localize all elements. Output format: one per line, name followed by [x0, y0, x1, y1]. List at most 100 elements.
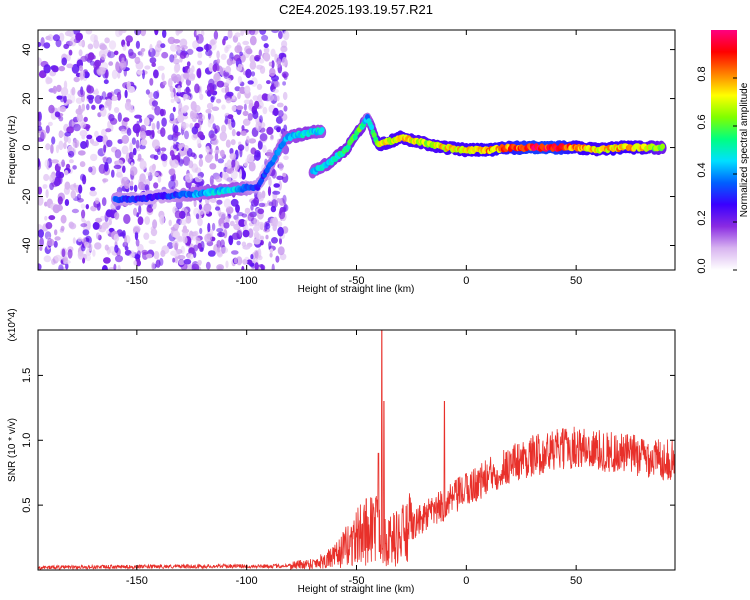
heatmap-speckle [86, 85, 95, 94]
heatmap-speckle [111, 95, 118, 101]
heatmap-ridge-cell [369, 124, 375, 131]
heatmap-speckle [73, 182, 77, 188]
heatmap-speckle [153, 69, 159, 79]
heatmap-x-axis: -150 -100 -50 0 50 [126, 30, 582, 287]
heatmap-speckle [156, 120, 160, 130]
heatmap-speckle [77, 250, 84, 260]
heatmap-speckle [81, 209, 86, 219]
heatmap-speckle [71, 208, 79, 214]
heatmap-speckle [129, 166, 138, 176]
heatmap-speckle [244, 207, 251, 214]
heatmap-speckle [172, 131, 179, 138]
heatmap-speckle [92, 221, 100, 230]
heatmap-speckle [58, 65, 66, 72]
heatmap-speckle [160, 43, 166, 49]
heatmap-speckle [103, 257, 111, 264]
heatmap-speckle [153, 251, 160, 260]
heatmap-speckle [214, 125, 220, 133]
heatmap-speckle [72, 237, 76, 244]
heatmap-speckle [259, 30, 267, 35]
heatmap-speckle [209, 197, 217, 203]
heatmap-speckle [207, 222, 211, 233]
heatmap-speckle [246, 135, 250, 144]
heatmap-speckle [78, 65, 84, 72]
heatmap-speckle [213, 73, 221, 83]
heatmap-speckle [85, 220, 91, 231]
heatmap-speckle [115, 255, 123, 263]
heatmap-speckle [177, 254, 186, 260]
heatmap-speckle [257, 140, 263, 150]
heatmap-speckle [282, 172, 287, 177]
heatmap-speckle [184, 88, 191, 94]
heatmap-speckle [71, 86, 76, 96]
heatmap-speckle [140, 138, 148, 146]
heatmap-speckle [160, 250, 166, 257]
heatmap-speckle [94, 130, 99, 138]
heatmap-speckle [38, 263, 42, 270]
heatmap-speckle [186, 253, 194, 260]
heatmap-speckle [236, 131, 241, 137]
heatmap-speckle [170, 44, 178, 52]
heatmap-speckle [139, 160, 147, 170]
heatmap-speckle [66, 126, 74, 134]
heatmap-speckle [135, 238, 140, 247]
heatmap-speckle [186, 48, 194, 56]
heatmap-speckle [63, 95, 67, 103]
heatmap-speckle [198, 204, 202, 210]
heatmap-speckle [45, 125, 50, 134]
heatmap-speckle [259, 235, 265, 241]
heatmap-speckle [231, 119, 236, 128]
heatmap-speckle [54, 254, 62, 262]
heatmap-speckle [96, 66, 104, 76]
heatmap-speckle [47, 236, 51, 241]
heatmap-y-tick-label: 20 [21, 92, 33, 104]
heatmap-speckle [144, 65, 151, 70]
colorbar-label: Normalized spectral amplitude [739, 82, 750, 217]
heatmap-speckle [51, 136, 56, 145]
heatmap-speckle [237, 144, 245, 151]
heatmap-speckle [44, 215, 48, 221]
heatmap-speckle [281, 40, 288, 48]
heatmap-speckle [224, 46, 229, 54]
heatmap-speckle [168, 179, 176, 190]
heatmap-speckle [215, 176, 222, 183]
heatmap-speckle [204, 233, 213, 243]
heatmap-speckle [122, 44, 127, 51]
heatmap-speckle [190, 152, 196, 158]
colorbar-gradient [711, 30, 737, 270]
heatmap-speckle [63, 43, 70, 50]
heatmap-speckle [148, 239, 157, 245]
heatmap-speckle [225, 260, 229, 269]
heatmap-speckle [221, 104, 226, 110]
heatmap-speckle [205, 145, 210, 153]
heatmap-speckle [273, 183, 281, 188]
heatmap-speckle [140, 124, 147, 134]
heatmap-speckle [182, 66, 186, 73]
heatmap-speckle [259, 133, 268, 142]
heatmap-speckle [167, 134, 174, 141]
heatmap-speckle [107, 120, 111, 129]
heatmap-speckle [85, 254, 91, 262]
heatmap-speckle [68, 49, 73, 56]
heatmap-speckle [54, 236, 61, 241]
heatmap-speckle [197, 217, 203, 227]
heatmap-y-tick-label: 0 [21, 144, 33, 150]
heatmap-speckle [182, 225, 187, 233]
heatmap-speckle [80, 203, 86, 209]
heatmap-speckle [115, 30, 122, 38]
heatmap-ridge-layer [110, 112, 667, 207]
heatmap-speckle [231, 159, 236, 168]
heatmap-ridge-cell [352, 134, 358, 141]
heatmap-ridge-cell [272, 154, 278, 161]
heatmap-speckle [142, 69, 145, 80]
heatmap-speckle [45, 143, 51, 151]
snr-panel: -150 -100 -50 0 50 0.5 1.0 1.5 Height of strai… [7, 308, 676, 595]
heatmap-speckle [95, 232, 100, 240]
heatmap-speckle [257, 221, 265, 228]
heatmap-speckle [93, 34, 99, 43]
heatmap-speckle [145, 253, 153, 259]
heatmap-speckle [193, 230, 199, 237]
heatmap-speckle [241, 125, 245, 131]
heatmap-speckle [182, 72, 190, 79]
heatmap-speckle [239, 86, 246, 95]
